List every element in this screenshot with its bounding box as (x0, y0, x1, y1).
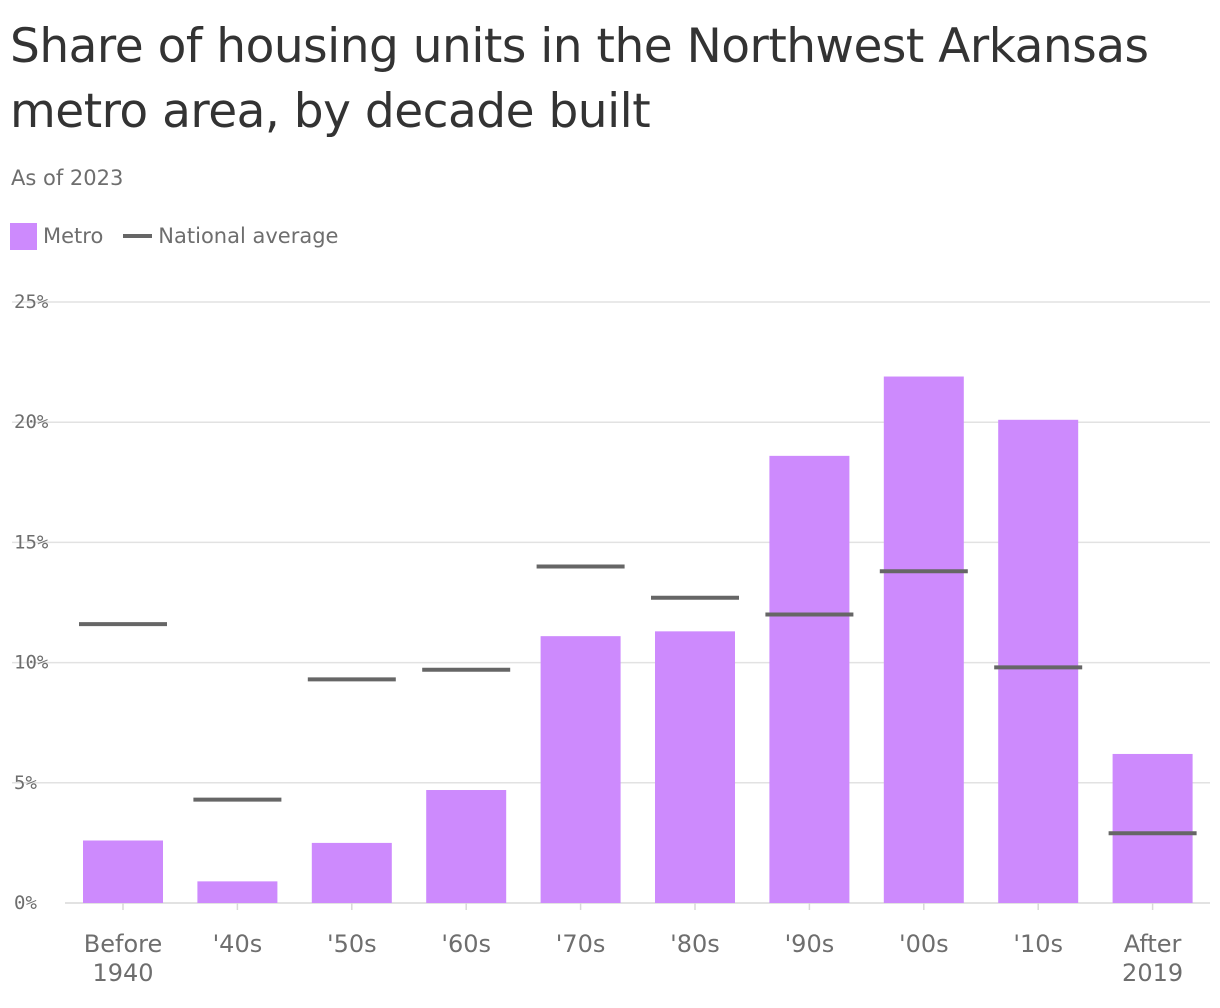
x-tick-label: 2019 (1122, 959, 1183, 987)
x-tick-label: '50s (327, 930, 377, 958)
y-tick-label: 15% (14, 531, 49, 553)
legend-label-metro: Metro (43, 224, 104, 248)
x-tick-label: After (1124, 930, 1182, 958)
bar-metro (998, 419, 1079, 903)
chart-title: Share of housing units in the Northwest … (10, 19, 1149, 139)
y-tick-label: 5% (14, 772, 37, 794)
bar-metro (769, 455, 850, 903)
bar-metro (883, 376, 964, 903)
bar-metro (426, 790, 507, 903)
x-tick-label: '00s (899, 930, 949, 958)
bar-metro (311, 842, 392, 903)
x-tick-label: Before (84, 930, 162, 958)
legend-swatch-metro (10, 222, 37, 250)
bar-metro (83, 840, 163, 903)
x-tick-label: '90s (785, 930, 835, 958)
y-tick-label: 25% (14, 291, 49, 313)
y-tick-label: 20% (14, 411, 49, 433)
x-tick-label: '80s (670, 930, 720, 958)
legend-line-national (123, 234, 153, 238)
chart-subtitle: As of 2023 (11, 166, 124, 190)
x-tick-label: '10s (1013, 930, 1063, 958)
x-tick-label: '60s (441, 930, 491, 958)
legend-item-national: National average (103, 224, 338, 248)
legend: Metro National average (10, 222, 338, 250)
x-tick-label: '70s (556, 930, 606, 958)
bar-metro (540, 636, 621, 903)
y-tick-label: 0% (14, 892, 37, 914)
legend-item-metro: Metro (10, 222, 104, 250)
y-tick-label: 10% (14, 652, 49, 674)
bar-metro (655, 631, 735, 903)
x-tick-label: '40s (213, 930, 263, 958)
legend-label-national: National average (158, 224, 339, 248)
bar-metro (197, 881, 278, 903)
x-tick-label: 1940 (92, 959, 153, 987)
bar-metro (1112, 753, 1193, 903)
